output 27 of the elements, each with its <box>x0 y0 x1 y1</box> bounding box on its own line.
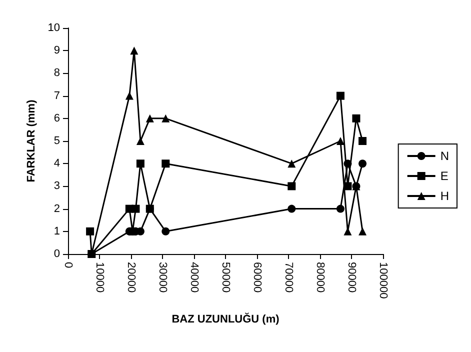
legend-label: H <box>440 189 450 203</box>
legend-label: N <box>440 149 450 163</box>
y-tick-label: 7 <box>54 90 60 102</box>
y-axis-title: FARKLAR (mm) <box>25 99 38 182</box>
x-tick-label: 80000 <box>314 262 326 293</box>
y-tick-label: 8 <box>54 67 60 80</box>
x-tick-label: 20000 <box>125 262 137 293</box>
legend-label: E <box>440 169 448 183</box>
x-tick-label: 90000 <box>346 262 358 293</box>
y-tick-label: 6 <box>54 112 60 124</box>
y-tick-label: 4 <box>54 158 60 170</box>
x-tick-label: 40000 <box>188 262 200 293</box>
x-tick-label: 70000 <box>282 262 294 293</box>
x-tick-label: 10000 <box>94 262 106 293</box>
y-tick-label: 10 <box>48 22 60 34</box>
y-tick-label: 3 <box>54 180 60 192</box>
x-axis-title: BAZ UZUNLUĞU (m) <box>172 312 280 326</box>
x-tick-label: 50000 <box>220 262 232 293</box>
y-tick-label: 1 <box>54 225 60 238</box>
y-tick-label: 0 <box>54 248 60 260</box>
y-tick-label: 9 <box>54 44 60 57</box>
y-tick-label: 2 <box>54 202 60 215</box>
x-tick-label: 0 <box>62 262 74 268</box>
x-tick-label: 60000 <box>251 262 263 293</box>
y-tick-label: 5 <box>54 135 60 147</box>
x-tick-label: 30000 <box>156 262 168 293</box>
x-tick-label: 100000 <box>377 262 389 299</box>
